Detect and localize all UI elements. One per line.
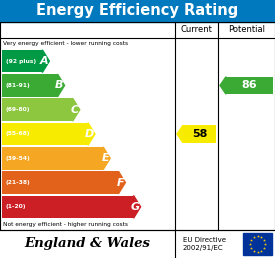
Text: (39-54): (39-54)	[6, 156, 31, 161]
Polygon shape	[177, 125, 183, 143]
Text: F: F	[117, 178, 124, 188]
Polygon shape	[42, 50, 49, 72]
Text: G: G	[130, 202, 140, 212]
Bar	[183, 125, 216, 143]
Bar	[2, 123, 88, 145]
Bar	[2, 74, 57, 97]
Text: (81-91): (81-91)	[6, 83, 31, 88]
Polygon shape	[88, 123, 95, 145]
Polygon shape	[220, 77, 226, 94]
Bar	[2, 147, 103, 170]
Text: England & Wales: England & Wales	[24, 238, 150, 251]
Text: (69-80): (69-80)	[6, 107, 31, 112]
Polygon shape	[118, 171, 125, 194]
Bar	[226, 77, 273, 94]
Text: D: D	[85, 129, 94, 139]
Text: Potential: Potential	[228, 26, 265, 35]
Polygon shape	[73, 98, 80, 121]
Text: B: B	[55, 80, 64, 90]
Text: Current: Current	[181, 26, 212, 35]
Polygon shape	[134, 196, 141, 218]
Bar	[0, 22, 275, 230]
Text: (55-68): (55-68)	[6, 132, 31, 136]
Text: A: A	[40, 56, 48, 66]
Text: 86: 86	[242, 80, 257, 90]
Bar	[2, 98, 73, 121]
Polygon shape	[103, 147, 110, 170]
Text: Not energy efficient - higher running costs: Not energy efficient - higher running co…	[3, 222, 128, 227]
Text: (21-38): (21-38)	[6, 180, 31, 185]
Text: EU Directive
2002/91/EC: EU Directive 2002/91/EC	[183, 237, 226, 251]
Bar	[2, 196, 134, 218]
Text: Energy Efficiency Rating: Energy Efficiency Rating	[36, 4, 239, 19]
Text: C: C	[71, 105, 79, 115]
Bar	[243, 233, 272, 255]
Bar	[0, 0, 275, 22]
Polygon shape	[57, 74, 65, 97]
Text: Very energy efficient - lower running costs: Very energy efficient - lower running co…	[3, 41, 128, 46]
Text: (92 plus): (92 plus)	[6, 59, 36, 64]
Text: (1-20): (1-20)	[6, 204, 26, 209]
Text: E: E	[101, 153, 109, 163]
Text: 58: 58	[192, 129, 207, 139]
Bar	[2, 50, 42, 72]
Bar	[2, 171, 118, 194]
